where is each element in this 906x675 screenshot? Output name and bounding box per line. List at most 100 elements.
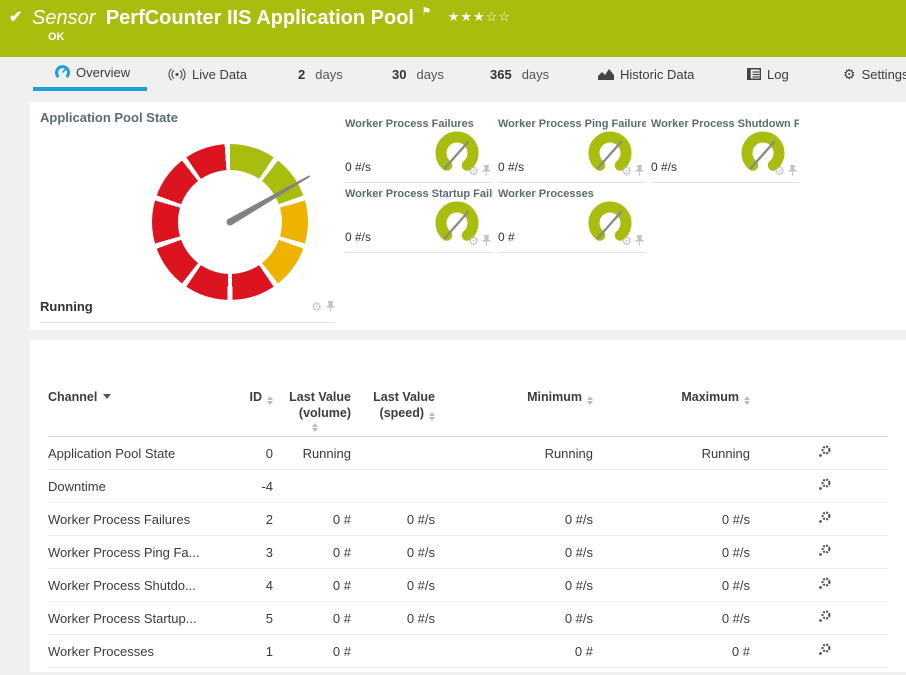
tab-2-days-unit: days — [315, 66, 343, 82]
mini-gauge — [588, 201, 632, 241]
column-header-last-value-speed[interactable]: Last Value (speed) — [351, 375, 435, 437]
tab-30-days[interactable]: 30 days — [392, 57, 444, 91]
pin-icon[interactable] — [482, 235, 491, 247]
mini-gauge-card: Worker Process Ping Failures 0 #/s ⚙ — [498, 112, 646, 183]
tab-30-days-number: 30 — [392, 66, 407, 82]
maximum-value: 0 #/s — [593, 601, 750, 635]
mini-gauge-card: Worker Process Startup Failu... 0 #/s ⚙ — [345, 182, 493, 253]
tab-overview[interactable]: Overview — [33, 57, 147, 91]
column-header-channel[interactable]: Channel — [48, 375, 218, 437]
last-value-volume: 0 # — [273, 568, 351, 602]
mini-gauge-title: Worker Process Failures — [345, 118, 474, 130]
broadcast-icon — [168, 67, 186, 81]
sort-icon — [267, 396, 273, 405]
mini-gauge — [741, 131, 785, 171]
tab-2-days[interactable]: 2 days — [298, 57, 343, 91]
maximum-value — [593, 469, 750, 503]
minimum-value — [435, 469, 593, 503]
tab-365-days[interactable]: 365 days — [490, 57, 549, 91]
tab-log[interactable]: Log — [747, 57, 789, 91]
tab-settings-label: Settings — [861, 66, 906, 82]
settings-gear-icon: ⚙ — [843, 66, 856, 82]
mini-gauge — [435, 131, 479, 171]
channel-settings-icon[interactable] — [818, 511, 831, 524]
channel-settings-icon[interactable] — [818, 445, 831, 458]
pin-icon[interactable] — [788, 165, 797, 177]
channel-id: 4 — [218, 568, 273, 602]
mini-gauge — [435, 201, 479, 241]
gauge-settings-icon[interactable]: ⚙ — [311, 300, 322, 314]
sort-icon — [587, 396, 593, 405]
last-value-speed — [351, 634, 435, 668]
priority-flag-icon[interactable]: ⚑ — [421, 6, 432, 18]
maximum-value: 0 # — [593, 634, 750, 668]
channel-name: Worker Processes — [48, 634, 218, 668]
channel-settings-icon[interactable] — [818, 577, 831, 590]
last-value-speed — [351, 469, 435, 503]
sensor-header: ✔ Sensor PerfCounter IIS Application Poo… — [0, 0, 906, 57]
gauge-settings-icon[interactable]: ⚙ — [621, 234, 632, 248]
table-header-row: Channel ID Last Value (volume) Last Value… — [48, 375, 888, 437]
pin-icon[interactable] — [635, 165, 644, 177]
pin-icon[interactable] — [482, 165, 491, 177]
main-gauge-footer: Running ⚙ — [40, 298, 335, 322]
mini-gauge-value: 0 #/s — [345, 160, 372, 174]
column-header-maximum[interactable]: Maximum — [593, 375, 750, 437]
gauge-settings-icon[interactable]: ⚙ — [621, 164, 632, 178]
main-gauge-value: Running — [40, 299, 93, 314]
channel-name: Downtime — [48, 469, 218, 503]
pin-icon[interactable] — [635, 235, 644, 247]
tab-historic-data[interactable]: Historic Data — [598, 57, 694, 91]
channel-settings-icon[interactable] — [818, 643, 831, 656]
table-row: Worker Process Shutdo... 4 0 # 0 #/s 0 #… — [48, 568, 888, 602]
channel-settings-icon[interactable] — [818, 610, 831, 623]
column-header-id[interactable]: ID — [218, 375, 273, 437]
channel-settings-icon[interactable] — [818, 544, 831, 557]
table-row: Worker Process Ping Fa... 3 0 # 0 #/s 0 … — [48, 535, 888, 569]
tab-365-days-unit: days — [521, 66, 550, 82]
channel-id: 2 — [218, 502, 273, 536]
maximum-value: 0 #/s — [593, 535, 750, 569]
mini-gauge-title: Worker Process Ping Failures — [498, 118, 646, 130]
stars-filled[interactable]: ★★★ — [447, 9, 486, 24]
sensor-kind-label: Sensor — [32, 7, 96, 29]
column-header-actions — [750, 375, 888, 437]
mini-gauge-card: Worker Process Shutdown Fa... 0 #/s ⚙ — [651, 112, 799, 183]
mini-gauge-value: 0 #/s — [651, 160, 678, 174]
gauge-settings-icon[interactable]: ⚙ — [774, 164, 785, 178]
minimum-value: 0 #/s — [435, 502, 593, 536]
pin-icon[interactable] — [326, 301, 335, 313]
last-value-volume: 0 # — [273, 634, 351, 668]
mini-gauge-title: Worker Process Shutdown Fa... — [651, 118, 799, 130]
overview-gauges-panel: Application Pool State Running ⚙ Worker … — [30, 102, 906, 330]
channel-name: Application Pool State — [48, 436, 218, 470]
gauge-settings-icon[interactable]: ⚙ — [468, 164, 479, 178]
tab-log-label: Log — [767, 66, 789, 82]
channel-settings-icon[interactable] — [818, 478, 831, 491]
stars-empty[interactable]: ☆☆ — [485, 9, 512, 24]
chart-icon — [598, 68, 614, 80]
tab-live-data-label: Live Data — [192, 66, 247, 82]
chevron-down-icon — [103, 394, 112, 399]
sort-icon — [429, 412, 435, 421]
tab-live-data[interactable]: Live Data — [168, 57, 247, 91]
rating-stars[interactable]: ★★★☆☆ — [448, 9, 511, 24]
column-header-last-value-volume[interactable]: Last Value (volume) — [273, 375, 351, 437]
channel-name: Worker Process Ping Fa... — [48, 535, 218, 569]
last-value-volume: 0 # — [273, 535, 351, 569]
gauge-settings-icon[interactable]: ⚙ — [468, 234, 479, 248]
last-value-speed — [351, 436, 435, 470]
tab-365-days-number: 365 — [490, 66, 512, 82]
channel-table-panel: Channel ID Last Value (volume) Last Value… — [30, 340, 906, 672]
tab-historic-data-label: Historic Data — [620, 66, 695, 82]
column-header-minimum[interactable]: Minimum — [435, 375, 593, 437]
table-row: Downtime -4 — [48, 469, 888, 503]
sensor-title: PerfCounter IIS Application Pool — [105, 7, 414, 29]
minimum-value: 0 #/s — [435, 568, 593, 602]
last-value-speed: 0 #/s — [351, 601, 435, 635]
channel-id: -4 — [218, 469, 273, 503]
tab-settings[interactable]: ⚙ Settings — [843, 57, 906, 91]
table-row: Worker Process Startup... 5 0 # 0 #/s 0 … — [48, 601, 888, 635]
minimum-value: 0 # — [435, 634, 593, 668]
